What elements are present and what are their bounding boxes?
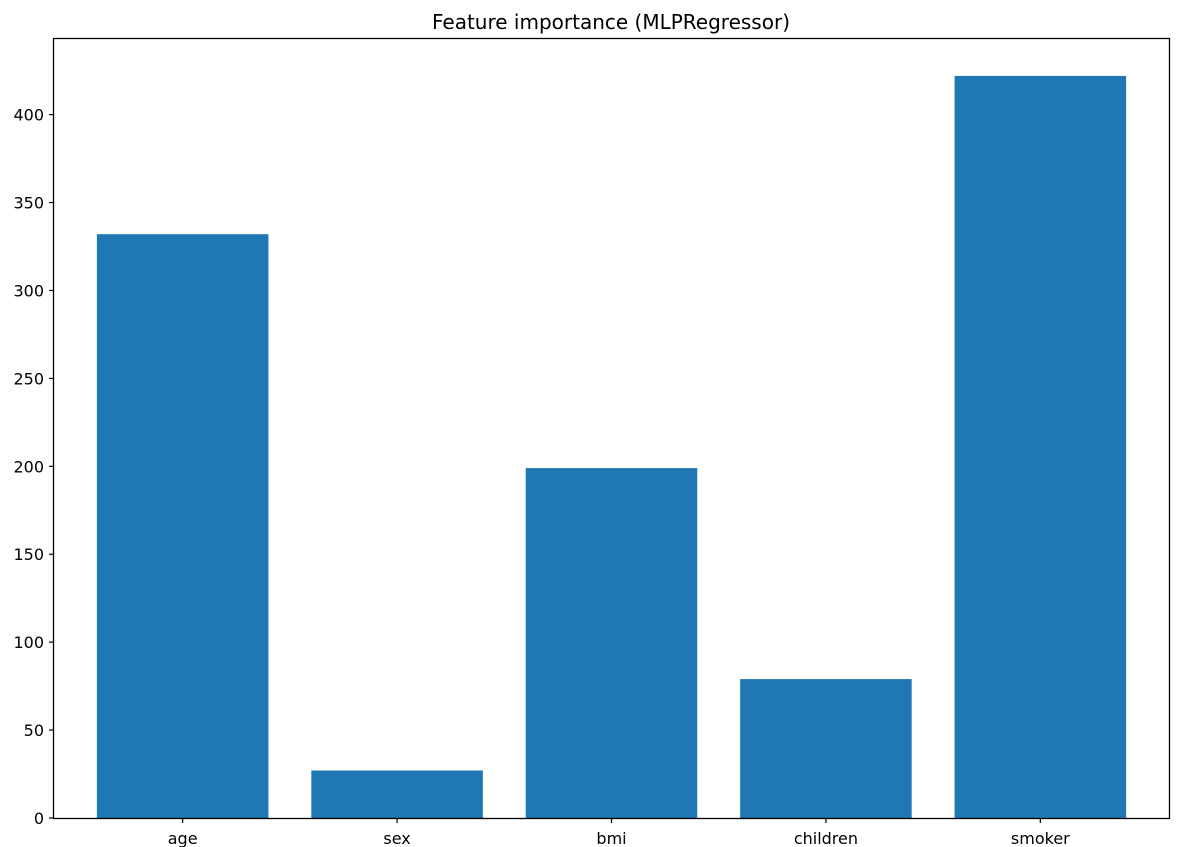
bars-layer xyxy=(96,75,1127,819)
y-tick-label: 300 xyxy=(13,281,44,300)
bar-children xyxy=(740,679,912,818)
chart-title: Feature importance (MLPRegressor) xyxy=(432,10,790,34)
plot-frame xyxy=(52,37,1171,820)
y-tick-label: 200 xyxy=(13,457,44,476)
y-tick-label: 350 xyxy=(13,194,44,213)
y-tick-label: 0 xyxy=(34,809,44,828)
x-tick-label-children: children xyxy=(794,829,858,847)
y-tick-label: 250 xyxy=(13,369,44,388)
x-tick-label-bmi: bmi xyxy=(596,829,626,847)
x-tick-label-smoker: smoker xyxy=(1011,829,1070,847)
bar-age xyxy=(96,234,269,818)
x-axis-ticks: age sex bmi children smoker xyxy=(168,818,1070,847)
x-tick-label-age: age xyxy=(168,829,198,847)
y-tick-label: 100 xyxy=(13,633,44,652)
x-tick-label-sex: sex xyxy=(383,829,410,847)
bar-smoker xyxy=(954,75,1127,819)
bar-bmi xyxy=(525,468,698,818)
bar-sex xyxy=(311,770,483,818)
y-tick-label: 400 xyxy=(13,106,44,125)
y-tick-label: 50 xyxy=(24,721,44,740)
y-tick-label: 150 xyxy=(13,545,44,564)
